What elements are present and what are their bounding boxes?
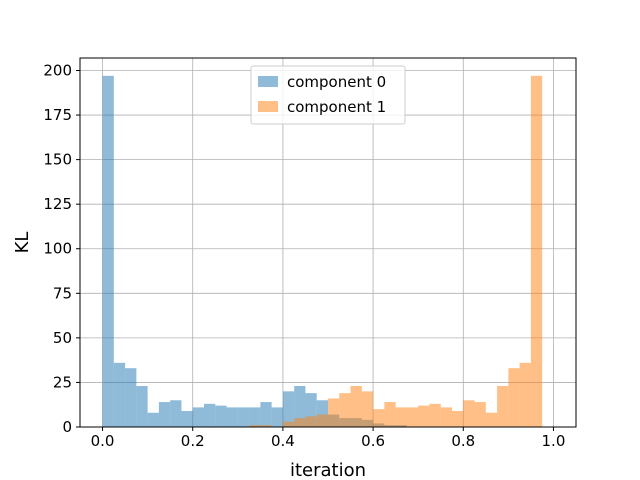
series-component-0-bars (102, 75, 407, 428)
y-tick-label: 150 (43, 151, 72, 169)
bar-component-1 (508, 368, 520, 427)
bar-component-0 (316, 400, 328, 427)
y-tick-label: 175 (43, 106, 72, 124)
bar-component-1 (328, 398, 340, 427)
y-tick-label: 125 (43, 195, 72, 213)
y-tick-label: 75 (53, 284, 72, 302)
bar-component-1 (395, 407, 407, 427)
x-tick-label: 0.8 (451, 432, 475, 450)
bar-component-0 (226, 407, 238, 427)
bar-component-0 (181, 410, 193, 427)
bar-component-0 (271, 407, 283, 427)
bar-component-1 (294, 418, 306, 427)
bar-component-1 (384, 402, 396, 427)
bar-component-1 (260, 425, 272, 427)
bar-component-1 (249, 425, 261, 427)
bar-component-0 (192, 407, 204, 427)
x-tick-label: 1.0 (542, 432, 566, 450)
bar-component-0 (170, 400, 182, 427)
bar-component-0 (305, 393, 317, 427)
bar-component-1 (485, 412, 498, 427)
x-tick-label: 0.2 (181, 432, 205, 450)
legend: component 0 component 1 (250, 65, 406, 125)
bar-component-0 (125, 368, 137, 427)
legend-label-component-1: component 1 (287, 98, 386, 116)
bar-component-0 (260, 402, 272, 427)
bar-component-1 (305, 416, 317, 427)
bar-component-1 (350, 386, 362, 427)
bar-component-0 (158, 402, 171, 427)
bar-component-0 (147, 412, 159, 427)
x-tick-label: 0.0 (91, 432, 115, 450)
bar-component-0 (113, 362, 126, 427)
y-tick-label: 200 (43, 61, 72, 79)
bar-component-0 (204, 403, 216, 427)
x-tick-label: 0.4 (271, 432, 295, 450)
series-component-1-bars (249, 75, 543, 428)
bar-component-1 (429, 403, 441, 427)
legend-label-component-0: component 0 (287, 73, 386, 91)
bar-component-0 (215, 405, 227, 427)
y-axis-label: KL (12, 232, 33, 254)
bar-component-1 (339, 393, 351, 427)
bar-component-1 (316, 414, 328, 427)
bar-component-1 (406, 407, 419, 427)
legend-swatch-component-0 (258, 76, 278, 87)
legend-swatch-component-1 (258, 101, 278, 112)
bar-component-1 (519, 362, 531, 427)
bar-component-0 (294, 386, 306, 427)
bar-component-1 (530, 75, 543, 428)
plot-area-frame (79, 57, 577, 428)
y-axis-ticks: 0 25 50 75 100 125 150 175 200 (43, 61, 80, 436)
bar-component-1 (282, 421, 295, 427)
bar-component-1 (373, 409, 385, 427)
bar-component-0 (282, 391, 295, 427)
y-tick-label: 0 (62, 418, 72, 436)
bar-component-1 (452, 410, 464, 427)
bar-component-1 (440, 407, 452, 427)
y-tick-label: 100 (43, 240, 72, 258)
x-axis-label: iteration (290, 460, 366, 480)
bar-component-0 (136, 386, 148, 427)
bar-component-1 (361, 391, 374, 427)
bar-component-1 (474, 402, 486, 427)
bar-component-0 (249, 407, 261, 427)
y-tick-label: 25 (53, 373, 72, 391)
bar-component-1 (497, 386, 509, 427)
legend-box (250, 65, 406, 125)
bar-component-1 (418, 405, 430, 427)
bar-component-1 (463, 400, 475, 427)
y-tick-label: 50 (53, 329, 72, 347)
x-axis-ticks: 0.0 0.2 0.4 0.6 0.8 1.0 (91, 427, 566, 450)
x-tick-label: 0.6 (361, 432, 385, 450)
bar-component-0 (237, 407, 250, 427)
bar-component-0 (102, 75, 114, 428)
